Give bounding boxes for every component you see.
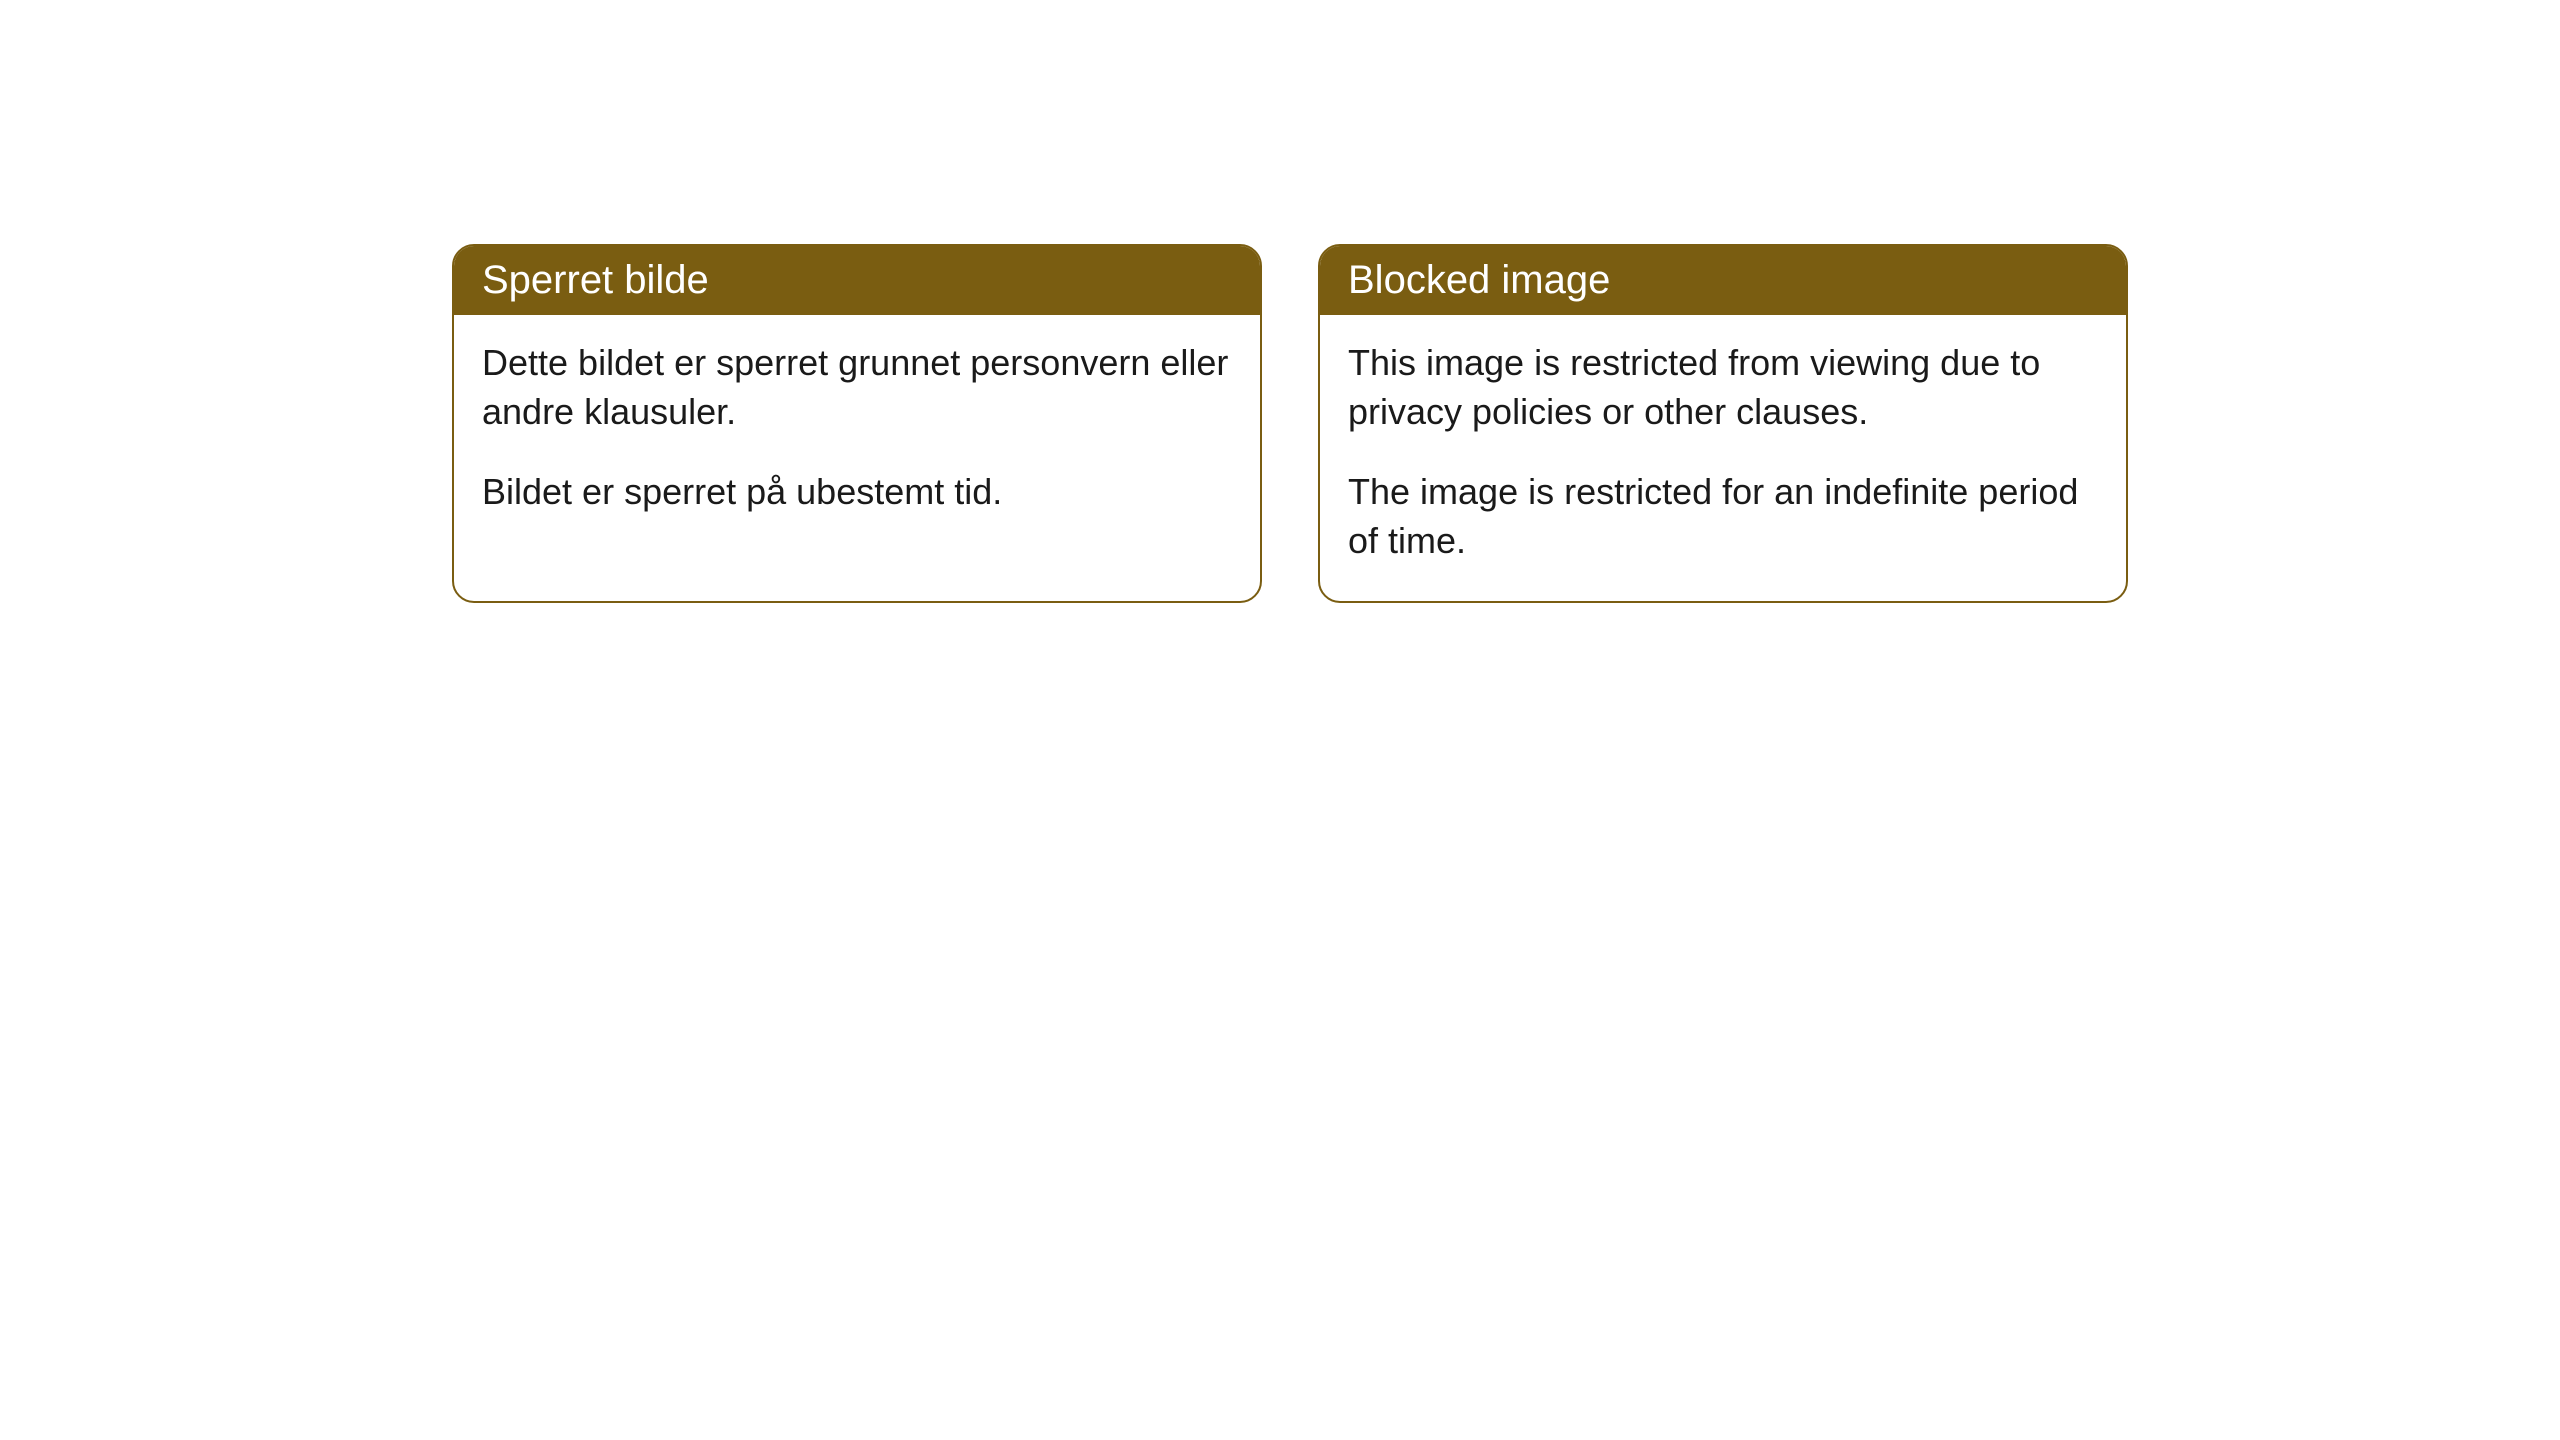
card-paragraph-1: This image is restricted from viewing du… [1348,339,2098,436]
card-paragraph-2: The image is restricted for an indefinit… [1348,468,2098,565]
card-title: Sperret bilde [482,258,709,302]
card-header-english: Blocked image [1320,246,2126,315]
notice-card-norwegian: Sperret bilde Dette bildet er sperret gr… [452,244,1262,603]
card-paragraph-1: Dette bildet er sperret grunnet personve… [482,339,1232,436]
card-title: Blocked image [1348,258,1610,302]
card-body-english: This image is restricted from viewing du… [1320,315,2126,601]
card-body-norwegian: Dette bildet er sperret grunnet personve… [454,315,1260,553]
card-paragraph-2: Bildet er sperret på ubestemt tid. [482,468,1232,517]
card-header-norwegian: Sperret bilde [454,246,1260,315]
notice-cards-container: Sperret bilde Dette bildet er sperret gr… [452,244,2128,603]
notice-card-english: Blocked image This image is restricted f… [1318,244,2128,603]
